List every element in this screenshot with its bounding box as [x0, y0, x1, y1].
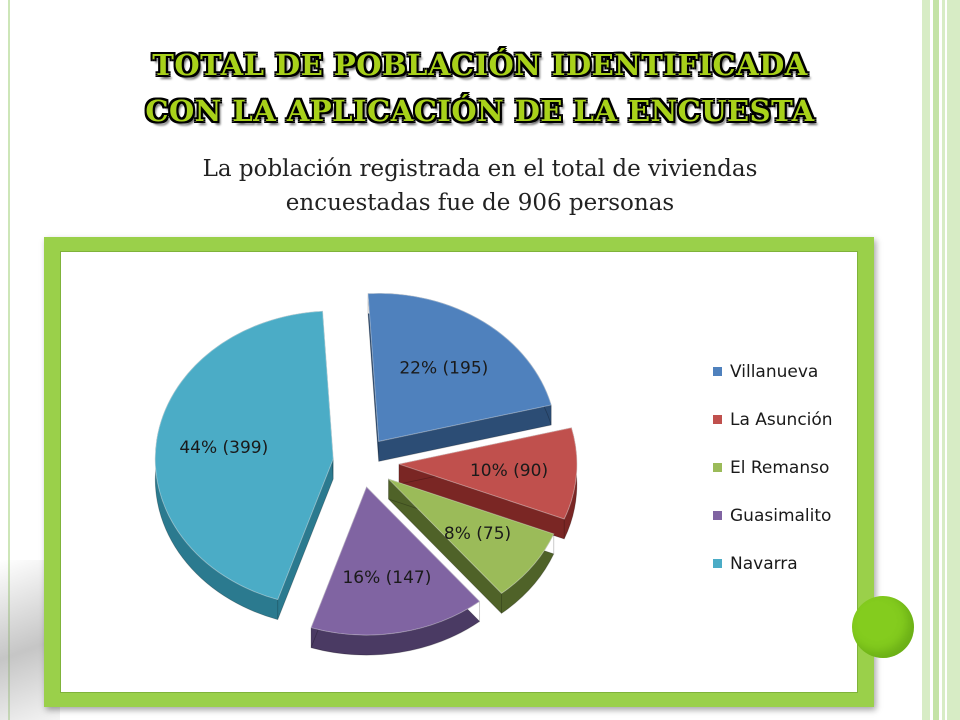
pie-slice — [154, 310, 334, 601]
slide-subtitle-line-1: La población registrada en el total de v… — [202, 156, 758, 182]
legend-label: Navarra — [730, 554, 798, 574]
legend-item: El Remanso — [713, 458, 829, 478]
legend-item: Guasimalito — [713, 506, 831, 526]
legend-swatch — [713, 367, 722, 376]
decorative-green-circle — [852, 596, 914, 658]
legend-swatch — [713, 415, 722, 424]
legend-item: Navarra — [713, 554, 798, 574]
pie-slice — [397, 427, 578, 520]
pie-chart: 22% (195) 10% (90) 8% (75) 16% (147) 44% (39… — [154, 292, 833, 656]
legend-item: La Asunción — [713, 410, 833, 430]
legend-swatch — [713, 511, 722, 520]
legend-swatch — [713, 463, 722, 472]
chart-legend: Villanueva La Asunción El Remanso Guasimali… — [713, 362, 833, 574]
pie-data-label: 16% (147) — [342, 568, 431, 588]
chart-frame: 22% (195) 10% (90) 8% (75) 16% (147) 44% (39… — [44, 237, 874, 707]
legend-swatch — [713, 559, 722, 568]
legend-item: Villanueva — [713, 362, 818, 382]
slide-subtitle-line-2: encuestadas fue de 906 personas — [285, 190, 675, 216]
slide-subtitle: La población registrada en el total de v… — [60, 152, 900, 220]
left-frame-line — [8, 0, 10, 720]
pie-labels-layer: 22% (195) 10% (90) 8% (75) 16% (147) 44% (39… — [179, 358, 548, 588]
legend-label: Villanueva — [730, 362, 818, 382]
pie-slice — [310, 486, 481, 636]
slide-title-line-2: con la aplicación de la encuesta — [145, 94, 815, 128]
pie-data-label: 44% (399) — [179, 438, 268, 458]
legend-label: El Remanso — [730, 458, 829, 478]
right-decorative-stripes — [918, 0, 960, 720]
pie-data-label: 8% (75) — [444, 524, 511, 544]
pie-data-label: 22% (195) — [399, 358, 488, 378]
pie-slice — [388, 478, 555, 595]
pie-top-layer — [154, 292, 578, 636]
slide-title-line-1: Total de población identificada — [152, 48, 808, 82]
pie-slice — [367, 292, 552, 443]
legend-label: Guasimalito — [730, 506, 831, 526]
legend-label: La Asunción — [730, 410, 833, 430]
chart-area: 22% (195) 10% (90) 8% (75) 16% (147) 44% (39… — [60, 251, 858, 693]
slide-title: Total de población identificada con la a… — [60, 42, 900, 134]
pie-data-label: 10% (90) — [470, 461, 548, 481]
